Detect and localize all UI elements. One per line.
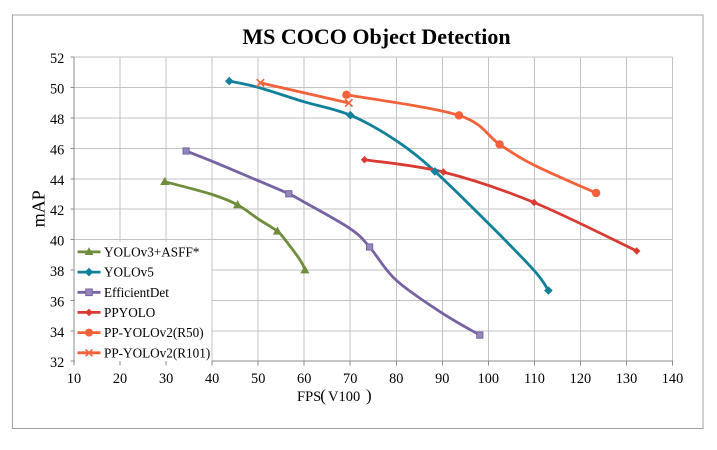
svg-text:100: 100	[478, 371, 499, 387]
svg-text:46: 46	[50, 142, 64, 158]
svg-text:V100: V100	[328, 389, 360, 405]
svg-text:YOLOv3+ASFF*: YOLOv3+ASFF*	[104, 244, 199, 259]
svg-text:(: (	[320, 386, 326, 405]
svg-text:PP-YOLOv2(R101): PP-YOLOv2(R101)	[104, 345, 210, 360]
svg-text:80: 80	[389, 371, 403, 387]
svg-text:YOLOv5: YOLOv5	[104, 265, 154, 280]
svg-text:140: 140	[662, 371, 683, 387]
svg-text:44: 44	[50, 173, 64, 189]
svg-text:mAP: mAP	[29, 190, 49, 227]
svg-text:34: 34	[50, 325, 64, 341]
svg-text:10: 10	[67, 371, 81, 387]
svg-text:48: 48	[50, 112, 64, 128]
svg-text:FPS: FPS	[297, 389, 321, 405]
svg-text:MS COCO Object Detection: MS COCO Object Detection	[242, 24, 510, 49]
svg-text:110: 110	[524, 371, 545, 387]
svg-text:120: 120	[570, 371, 591, 387]
svg-text:50: 50	[50, 82, 64, 98]
svg-text:60: 60	[297, 371, 311, 387]
svg-text:42: 42	[50, 203, 64, 219]
svg-text:38: 38	[50, 264, 64, 280]
svg-text:20: 20	[113, 371, 127, 387]
svg-text:40: 40	[205, 371, 219, 387]
svg-text:90: 90	[435, 371, 449, 387]
svg-text:PPYOLO: PPYOLO	[104, 305, 155, 320]
svg-text:PP-YOLOv2(R50): PP-YOLOv2(R50)	[104, 325, 204, 340]
svg-text:32: 32	[50, 355, 64, 371]
svg-text:EfficientDet: EfficientDet	[104, 285, 169, 300]
svg-text:52: 52	[50, 51, 64, 67]
svg-text:36: 36	[50, 294, 64, 310]
svg-text:50: 50	[251, 371, 265, 387]
svg-text:130: 130	[616, 371, 637, 387]
svg-text:): )	[366, 386, 372, 405]
svg-text:40: 40	[50, 234, 64, 250]
svg-text:30: 30	[159, 371, 173, 387]
svg-text:70: 70	[343, 371, 357, 387]
